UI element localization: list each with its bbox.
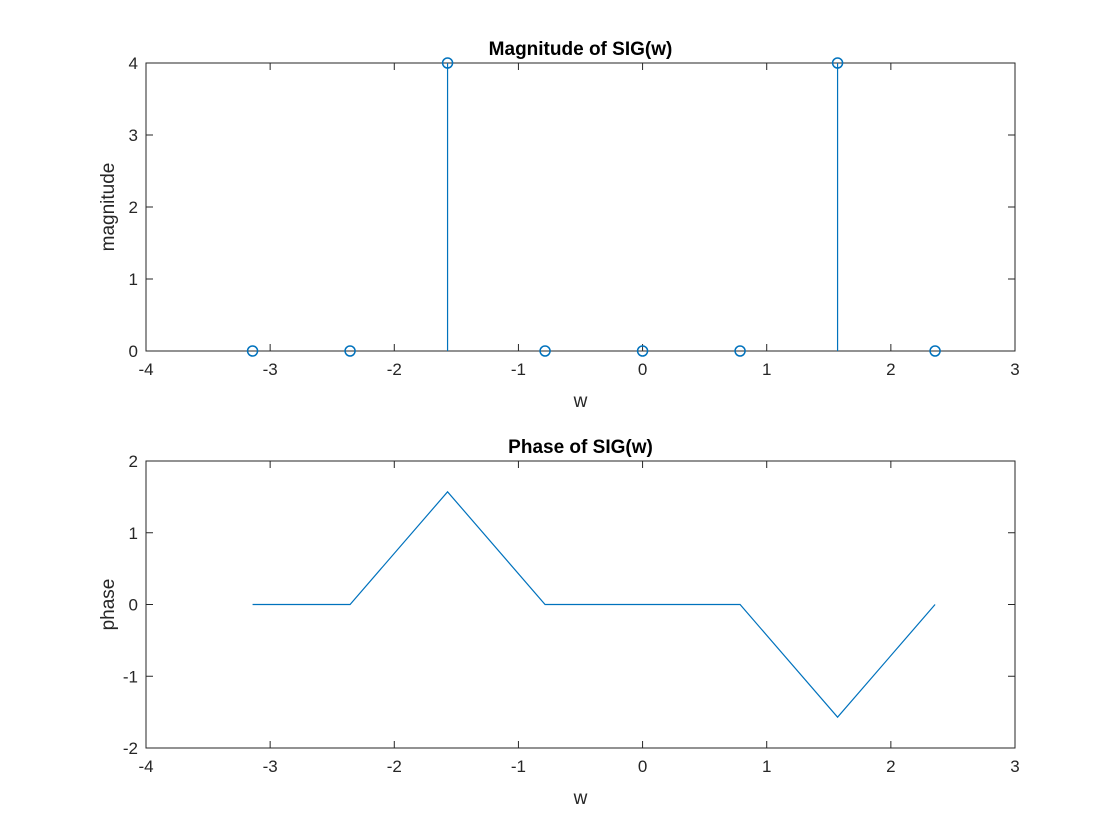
x-axis-label: w <box>573 391 588 412</box>
y-tick-label: 4 <box>129 54 138 73</box>
stem-marker <box>539 345 551 357</box>
stem-marker <box>441 57 454 69</box>
magnitude-plot: -4 -3 -2 -1 0 1 2 3 0 1 2 3 4 Magnitude of SIG(w) w mag… <box>98 39 1020 412</box>
phase-line <box>252 490 936 719</box>
y-tick-label: -2 <box>123 739 138 758</box>
stem-marker <box>636 345 649 357</box>
y-tick-label: -1 <box>123 667 138 686</box>
axes-frame <box>145 62 1016 352</box>
x-axis-label: w <box>573 788 588 809</box>
x-tick-label: 2 <box>886 757 895 776</box>
x-tick-label: 1 <box>762 757 771 776</box>
chart-title: Magnitude of SIG(w) <box>489 39 673 60</box>
x-tick-label: -4 <box>138 360 153 379</box>
y-tick-label: 2 <box>129 452 138 471</box>
y-tick-label: 1 <box>129 270 138 289</box>
x-tick-label: -1 <box>511 360 526 379</box>
y-axis-label: magnitude <box>98 163 119 252</box>
stem-marker <box>929 345 941 357</box>
chart-title: Phase of SIG(w) <box>508 437 653 458</box>
stem-marker <box>734 345 746 357</box>
y-tick-label: 2 <box>129 198 138 217</box>
y-axis-label: phase <box>98 579 119 631</box>
y-tick-label: 1 <box>129 524 138 543</box>
stem-marker <box>246 345 259 357</box>
x-tick-label: -4 <box>138 757 153 776</box>
x-tick-label: -3 <box>263 360 278 379</box>
x-tick-label: 0 <box>638 757 647 776</box>
stem-marker <box>344 345 356 357</box>
x-tick-label: -2 <box>387 360 402 379</box>
x-tick-label: 1 <box>762 360 771 379</box>
y-tick-label: 0 <box>129 342 138 361</box>
x-tick-label: 0 <box>638 360 647 379</box>
stem-marker <box>831 57 844 69</box>
x-tick-label: -1 <box>511 757 526 776</box>
y-tick-label: 3 <box>129 126 138 145</box>
x-tick-label: 3 <box>1010 360 1019 379</box>
x-tick-label: -2 <box>387 757 402 776</box>
x-tick-label: 2 <box>886 360 895 379</box>
x-tick-label: 3 <box>1010 757 1019 776</box>
y-tick-label: 0 <box>129 596 138 615</box>
phase-plot: -4 -3 -2 -1 0 1 2 3 -2 -1 0 1 2 Phase of SIG(w) w phase <box>98 437 1020 809</box>
x-tick-label: -3 <box>263 757 278 776</box>
